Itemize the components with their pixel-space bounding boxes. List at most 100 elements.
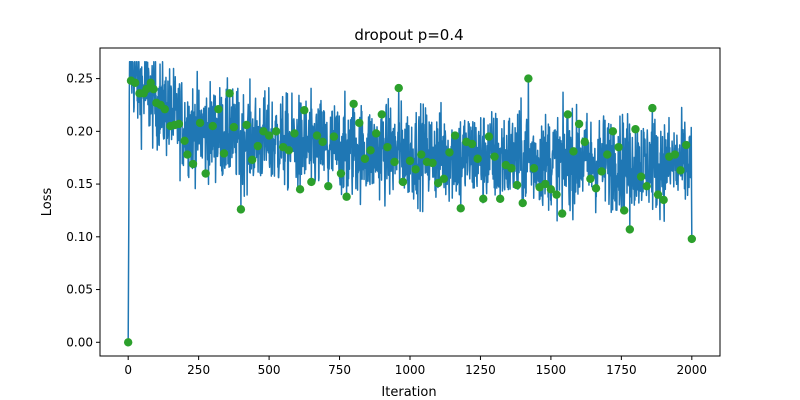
scatter-point — [518, 198, 527, 208]
scatter-point — [360, 154, 370, 163]
x-axis-label: Iteration — [381, 385, 436, 400]
scatter-point — [284, 146, 294, 155]
scatter-point — [208, 121, 217, 131]
scatter-point — [214, 104, 223, 114]
scatter-point — [574, 119, 584, 129]
scatter-point — [450, 131, 460, 140]
scatter-point — [648, 103, 657, 113]
scatter-point — [329, 132, 339, 141]
scatter-point — [366, 146, 375, 155]
scatter-point — [681, 140, 691, 150]
scatter-point — [597, 167, 606, 176]
scatter-point — [591, 184, 601, 193]
scatter-point — [236, 205, 246, 214]
scatter-point — [557, 209, 567, 218]
scatter-point — [636, 172, 646, 181]
scatter-point — [490, 152, 499, 161]
x-tick-label: 1250 — [465, 363, 496, 377]
scatter-point — [131, 78, 140, 88]
scatter-point — [349, 99, 358, 109]
scatter-point — [295, 185, 305, 194]
scatter-point — [188, 159, 198, 169]
x-tick-label: 250 — [187, 363, 210, 377]
x-tick-label: 0 — [124, 363, 132, 377]
scatter-point — [659, 195, 668, 205]
scatter-point — [546, 185, 556, 194]
scatter-point — [524, 74, 533, 83]
scatter-point — [307, 177, 316, 187]
scatter-point — [580, 137, 589, 147]
scatter-point — [123, 338, 133, 347]
y-tick-label: 0.25 — [66, 72, 93, 86]
scatter-point — [479, 194, 488, 204]
scatter-point — [264, 131, 274, 140]
scatter-point — [467, 139, 477, 149]
scatter-point — [445, 148, 454, 157]
scatter-point — [336, 169, 346, 178]
scatter-point — [390, 157, 399, 167]
scatter-point — [687, 234, 697, 244]
scatter-point — [619, 206, 629, 215]
scatter-point — [473, 154, 482, 163]
scatter-point — [247, 155, 257, 165]
scatter-point — [146, 78, 155, 88]
scatter-point — [670, 150, 680, 159]
x-tick-label: 1500 — [536, 363, 567, 377]
scatter-point — [342, 192, 351, 201]
scatter-point — [160, 104, 170, 114]
x-tick-label: 2000 — [677, 363, 708, 377]
plot-area — [123, 60, 697, 347]
scatter-point — [371, 129, 381, 138]
y-axis: 0.00 0.05 0.10 0.15 0.20 0.25 — [66, 72, 100, 349]
scatter-point — [495, 194, 505, 204]
y-tick-label: 0.20 — [66, 124, 93, 138]
x-tick-label: 1750 — [606, 363, 637, 377]
scatter-point — [439, 174, 449, 183]
scatter-point — [614, 142, 623, 152]
scatter-point — [586, 174, 595, 183]
scatter-point — [541, 179, 550, 189]
x-tick-label: 750 — [328, 363, 351, 377]
scatter-point — [653, 190, 663, 199]
scatter-point — [507, 164, 516, 173]
y-tick-label: 0.00 — [66, 335, 93, 349]
scatter-point — [642, 181, 651, 191]
scatter-point — [219, 149, 229, 158]
scatter-point — [355, 118, 364, 128]
scatter-point — [383, 142, 392, 152]
scatter-point — [253, 141, 263, 151]
scatter-point — [271, 127, 281, 136]
scatter-point — [484, 132, 494, 141]
scatter-point — [290, 129, 299, 138]
scatter-point — [563, 110, 573, 119]
scatter-point — [398, 177, 408, 187]
chart-title: dropout p=0.4 — [354, 26, 463, 44]
scatter-point — [142, 84, 151, 94]
scatter-point — [183, 150, 192, 159]
scatter-point — [603, 150, 612, 159]
scatter-point — [324, 181, 333, 191]
y-tick-label: 0.15 — [66, 177, 93, 191]
scatter-point — [229, 122, 239, 132]
scatter-point — [195, 118, 205, 128]
scatter-point — [225, 89, 234, 98]
scatter-point — [631, 125, 640, 134]
y-axis-label: Loss — [40, 188, 55, 217]
scatter-point — [405, 156, 415, 166]
scatter-point — [411, 165, 420, 174]
scatter-point — [625, 225, 635, 234]
x-axis: 0 250 500 750 1000 1250 1500 1750 2000 — [124, 356, 707, 377]
scatter-point — [676, 166, 685, 175]
scatter-point — [456, 204, 465, 213]
scatter-point — [394, 83, 403, 93]
scatter-point — [180, 136, 189, 146]
scatter-point — [318, 137, 327, 147]
scatter-point — [608, 127, 618, 136]
loss-line — [127, 60, 693, 343]
scatter-point — [149, 84, 158, 94]
scatter-point — [300, 106, 309, 115]
x-tick-label: 1000 — [395, 363, 426, 377]
scatter-point — [529, 164, 539, 173]
x-tick-label: 500 — [258, 363, 281, 377]
